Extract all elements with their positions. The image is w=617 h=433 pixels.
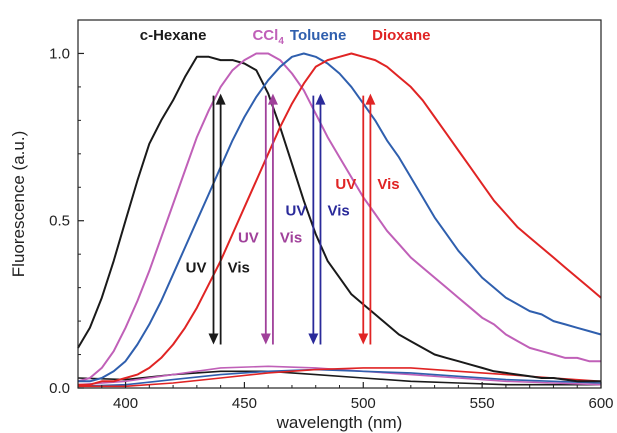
series-label-2: Toluene [290,27,346,44]
series-line-c-hexane [77,55,601,383]
uv-label-3: UV [335,176,356,193]
y-axis-title: Fluorescence (a.u.) [9,131,28,277]
y-axis-ticks: 0.0 0.5 1.0 [49,45,84,397]
x-tick-label-400: 400 [113,395,138,412]
x-tick-label-500: 500 [351,395,376,412]
x-tick-label-600: 600 [588,395,613,412]
y-tick-label-1: 0.5 [49,213,70,230]
series-label-1: CCl4 [252,27,284,47]
x-axis-title: wavelength (nm) [276,413,403,432]
x-axis-ticks: 400 450 500 550 600 [77,382,614,412]
series-label-0: c-Hexane [140,27,207,44]
series-label-3: Dioxane [372,27,430,44]
vis-label-2: Vis [327,203,349,220]
uv-vis-arrows: UV Vis UV Vis UV Vis UV Vis [186,93,400,345]
uv-label-2: UV [286,203,307,220]
low-line-1 [77,365,602,386]
uv-arrow-head-0 [208,333,219,345]
emission-lines [77,52,602,386]
vis-arrow-head-0 [215,93,226,105]
vis-label-0: Vis [228,260,250,277]
x-tick-label-550: 550 [470,395,495,412]
low-line-2 [77,368,602,388]
y-tick-label-2: 1.0 [49,45,70,62]
series-line-dioxane [78,52,602,386]
vis-arrow-head-3 [365,93,376,105]
series-labels: c-Hexane CCl4 Toluene Dioxane [140,27,431,47]
y-tick-label-0: 0.0 [49,380,70,397]
vis-arrow-head-1 [267,93,278,105]
uv-label-1: UV [238,229,259,246]
x-tick-label-450: 450 [232,395,257,412]
vis-label-3: Vis [377,176,399,193]
vis-label-1: Vis [280,229,302,246]
vis-arrow-head-2 [315,93,326,105]
uv-arrow-head-3 [358,333,369,345]
series-line-toluene [78,52,602,383]
uv-arrow-head-2 [308,333,319,345]
uv-label-0: UV [186,260,207,277]
uv-arrow-head-1 [260,333,271,345]
low-line-3 [78,367,602,388]
low-emission-lines [77,365,602,388]
series-line-ccl4 [77,52,601,383]
